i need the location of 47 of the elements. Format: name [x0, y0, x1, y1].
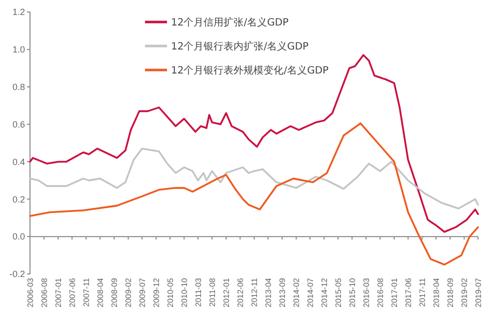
- x-tick-label: 2015-05: [334, 277, 343, 308]
- line-series: [29, 148, 479, 210]
- x-tick-label: 2017-06: [404, 277, 413, 308]
- x-tick-label: 2019-02: [460, 277, 469, 308]
- x-tick-label: 2009-12: [152, 277, 161, 308]
- x-tick-label: 2014-07: [306, 277, 315, 308]
- x-tick-label: 2008-09: [110, 277, 119, 308]
- x-tick-label: 2012-06: [236, 277, 245, 308]
- x-tick-label: 2009-02: [124, 277, 134, 308]
- x-tick-label: 2007-06: [68, 277, 77, 308]
- y-tick-label: 1.2: [12, 7, 25, 18]
- legend-label: 12个月银行表外规模变化/名义GDP: [171, 64, 329, 76]
- x-tick-label: 2013-04: [264, 277, 273, 308]
- x-tick-label: 2015-10: [348, 277, 357, 308]
- x-tick-label: 2008-04: [96, 277, 105, 308]
- y-tick-label: -0.2: [9, 269, 25, 280]
- x-tick-label: 2018-04: [432, 277, 441, 308]
- x-tick-label: 2012-01: [222, 277, 231, 308]
- x-tick-label: 2011-08: [208, 277, 217, 307]
- x-tick-label: 2019-07: [474, 277, 483, 308]
- x-tick-label: 2014-02: [292, 277, 302, 308]
- x-tick-label: 2016-08: [376, 277, 385, 308]
- y-tick-label: 1.0: [12, 44, 25, 55]
- x-tick-label: 2007-01: [54, 277, 63, 308]
- y-tick-label: 0.8: [12, 82, 25, 92]
- x-tick-label: 2013-09: [278, 277, 287, 308]
- legend-label: 12个月信用扩张/名义GDP: [171, 16, 289, 28]
- x-tick-label: 2012-11: [250, 277, 259, 307]
- x-tick-label: 2009-07: [138, 277, 147, 308]
- x-tick-label: 2010-10: [180, 277, 189, 308]
- y-tick-label: 0.0: [12, 232, 25, 242]
- line-series: [29, 122, 479, 266]
- x-tick-label: 2014-12: [320, 277, 329, 308]
- x-tick-label: 2018-09: [446, 277, 455, 308]
- x-tick-label: 2017-11: [418, 277, 427, 307]
- legend-label: 12个月银行表内扩张/名义GDP: [171, 40, 309, 52]
- x-tick-label: 2011-03: [194, 277, 203, 307]
- x-tick-label: 2017-01: [390, 277, 399, 308]
- y-tick-label: 0.6: [12, 119, 25, 130]
- x-tick-label: 2016-03: [362, 277, 371, 308]
- x-tick-label: 2010-05: [166, 277, 175, 308]
- line-series: [29, 54, 479, 233]
- x-tick-label: 2007-11: [82, 277, 91, 307]
- y-tick-label: 0.4: [12, 156, 25, 167]
- x-tick-label: 2006-03: [26, 277, 35, 308]
- x-tick-label: 2006-08: [40, 277, 49, 308]
- y-tick-label: 0.2: [12, 194, 25, 204]
